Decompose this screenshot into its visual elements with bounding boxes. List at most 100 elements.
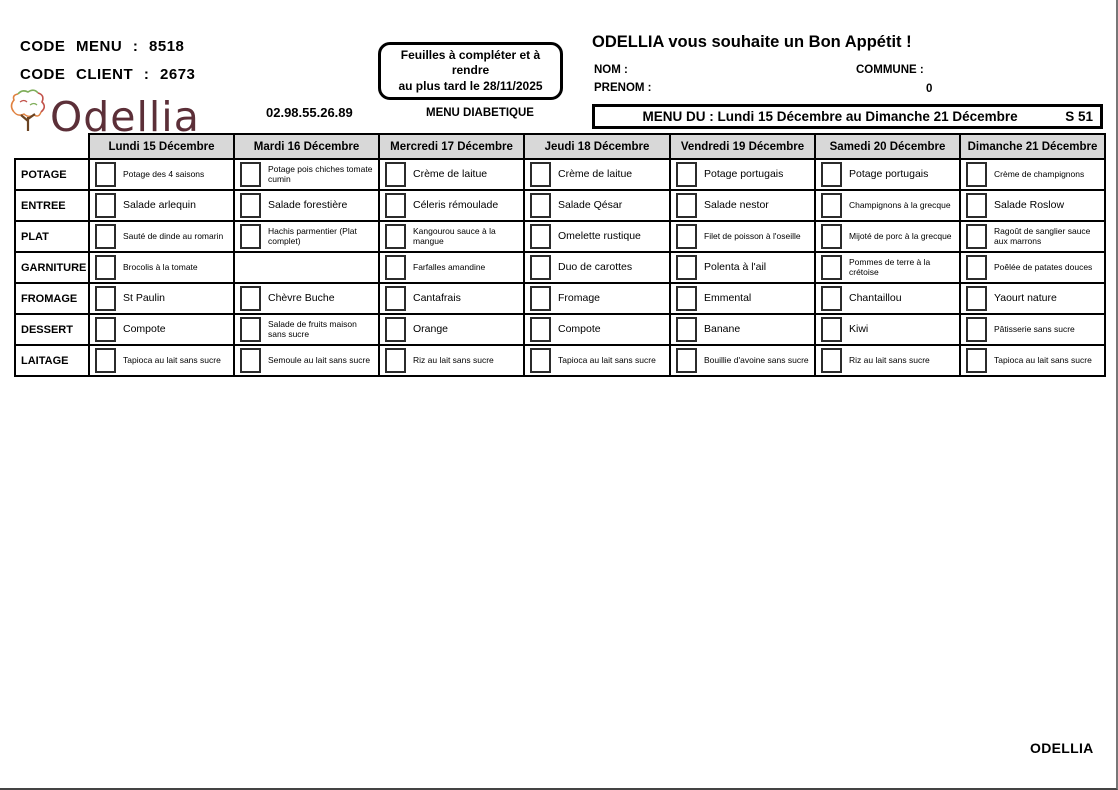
menu-cell: Céleris rémoulade	[378, 189, 525, 222]
menu-checkbox[interactable]	[676, 224, 697, 249]
notice-line2: au plus tard le 28/11/2025	[398, 78, 543, 93]
commune-value: 0	[926, 83, 933, 95]
menu-cell: Fromage	[523, 282, 671, 315]
menu-cell-content: Crème de laitue	[380, 160, 523, 189]
menu-checkbox[interactable]	[530, 348, 551, 373]
menu-checkbox[interactable]	[676, 255, 697, 280]
menu-checkbox[interactable]	[821, 286, 842, 311]
table-row-plat: PLAT Sauté de dinde au romarin Hachis parm…	[14, 220, 1106, 253]
menu-cell: Brocolis à la tomate	[88, 251, 235, 284]
menu-item-label: Emmental	[704, 291, 752, 304]
menu-checkbox[interactable]	[530, 286, 551, 311]
menu-checkbox[interactable]	[240, 348, 261, 373]
row-label-laitage: LAITAGE	[14, 344, 90, 377]
menu-checkbox[interactable]	[821, 348, 842, 373]
menu-item-label: Pommes de terre à la crétoise	[849, 256, 931, 277]
menu-cell: Salade forestière	[233, 189, 380, 222]
menu-checkbox[interactable]	[966, 348, 987, 373]
menu-cell-content: Salade Roslow	[961, 191, 1104, 220]
menu-cell: Kangourou sauce à la mangue	[378, 220, 525, 253]
menu-item-label: Potage pois chiches tomate cumin	[268, 163, 373, 184]
menu-cell: Hachis parmentier (Plat complet)	[233, 220, 380, 253]
menu-checkbox[interactable]	[676, 162, 697, 187]
menu-cell-content: Crème de champignons	[961, 160, 1104, 189]
menu-cell: Salade arlequin	[88, 189, 235, 222]
menu-type-label: MENU DIABETIQUE	[426, 107, 534, 119]
menu-checkbox[interactable]	[240, 162, 261, 187]
menu-checkbox[interactable]	[821, 255, 842, 280]
menu-checkbox[interactable]	[95, 255, 116, 280]
menu-cell-content: Sauté de dinde au romarin	[90, 222, 233, 251]
footer-brand: ODELLIA	[1030, 740, 1094, 756]
menu-checkbox[interactable]	[385, 317, 406, 342]
menu-checkbox[interactable]	[385, 255, 406, 280]
menu-checkbox[interactable]	[95, 193, 116, 218]
menu-checkbox[interactable]	[95, 317, 116, 342]
menu-item-label: Salade forestière	[268, 198, 348, 211]
menu-checkbox[interactable]	[966, 193, 987, 218]
menu-checkbox[interactable]	[821, 162, 842, 187]
menu-cell-content: Farfalles amandine	[380, 253, 523, 282]
menu-cell-content: Brocolis à la tomate	[90, 253, 233, 282]
menu-checkbox[interactable]	[95, 224, 116, 249]
menu-checkbox[interactable]	[385, 348, 406, 373]
menu-cell-content: Salade de fruits maison sans sucre	[235, 315, 378, 344]
menu-cell: Yaourt nature	[959, 282, 1106, 315]
menu-cell: Omelette rustique	[523, 220, 671, 253]
menu-checkbox[interactable]	[966, 162, 987, 187]
menu-checkbox[interactable]	[385, 224, 406, 249]
menu-checkbox[interactable]	[95, 286, 116, 311]
odellia-logo: Odellia	[8, 88, 200, 141]
row-label-plat: PLAT	[14, 220, 90, 253]
menu-checkbox[interactable]	[821, 224, 842, 249]
menu-cell-content: Salade arlequin	[90, 191, 233, 220]
menu-checkbox[interactable]	[530, 255, 551, 280]
menu-checkbox[interactable]	[240, 317, 261, 342]
menu-cell-content: Riz au lait sans sucre	[380, 346, 523, 375]
menu-checkbox[interactable]	[676, 193, 697, 218]
menu-checkbox[interactable]	[821, 317, 842, 342]
menu-cell: Polenta à l'ail	[669, 251, 816, 284]
menu-checkbox[interactable]	[385, 193, 406, 218]
menu-checkbox[interactable]	[966, 317, 987, 342]
menu-checkbox[interactable]	[95, 162, 116, 187]
logo-wordmark: Odellia	[50, 93, 200, 141]
code-menu-label: CODE MENU :	[20, 38, 139, 55]
menu-cell-content: Ragoût de sanglier sauce aux marrons	[961, 222, 1104, 251]
menu-checkbox[interactable]	[530, 162, 551, 187]
table-row-entree: ENTREE Salade arlequin Salade forestière Cé…	[14, 189, 1106, 222]
menu-checkbox[interactable]	[240, 286, 261, 311]
menu-checkbox[interactable]	[821, 193, 842, 218]
menu-cell-content: Cantafrais	[380, 284, 523, 313]
menu-item-label: Potage portugais	[849, 167, 929, 180]
day-header-7: Dimanche 21 Décembre	[959, 133, 1106, 160]
menu-item-label: Omelette rustique	[558, 229, 641, 242]
menu-checkbox[interactable]	[966, 286, 987, 311]
menu-checkbox[interactable]	[676, 317, 697, 342]
menu-checkbox[interactable]	[530, 317, 551, 342]
day-header-6: Samedi 20 Décembre	[814, 133, 961, 160]
menu-checkbox[interactable]	[240, 224, 261, 249]
menu-item-label: Crème de champignons	[994, 168, 1085, 179]
menu-checkbox[interactable]	[966, 255, 987, 280]
commune-label: COMMUNE :	[856, 64, 924, 76]
menu-checkbox[interactable]	[95, 348, 116, 373]
menu-checkbox[interactable]	[385, 286, 406, 311]
menu-checkbox[interactable]	[676, 286, 697, 311]
menu-cell: Semoule au lait sans sucre	[233, 344, 380, 377]
menu-cell: Potage portugais	[814, 158, 961, 191]
menu-cell: Poêlée de patates douces	[959, 251, 1106, 284]
menu-item-label: Tapioca au lait sans sucre	[123, 354, 221, 365]
menu-checkbox[interactable]	[240, 193, 261, 218]
menu-cell: Bouillie d'avoine sans sucre	[669, 344, 816, 377]
menu-checkbox[interactable]	[530, 224, 551, 249]
code-client-label: CODE CLIENT :	[20, 66, 150, 83]
menu-item-label: Chantaillou	[849, 291, 902, 304]
menu-checkbox[interactable]	[676, 348, 697, 373]
table-row-laitage: LAITAGE Tapioca au lait sans sucre Semoule…	[14, 344, 1106, 377]
menu-checkbox[interactable]	[966, 224, 987, 249]
menu-cell: St Paulin	[88, 282, 235, 315]
menu-checkbox[interactable]	[530, 193, 551, 218]
menu-table: Lundi 15 Décembre Mardi 16 Décembre Mercre…	[14, 133, 1106, 377]
menu-checkbox[interactable]	[385, 162, 406, 187]
